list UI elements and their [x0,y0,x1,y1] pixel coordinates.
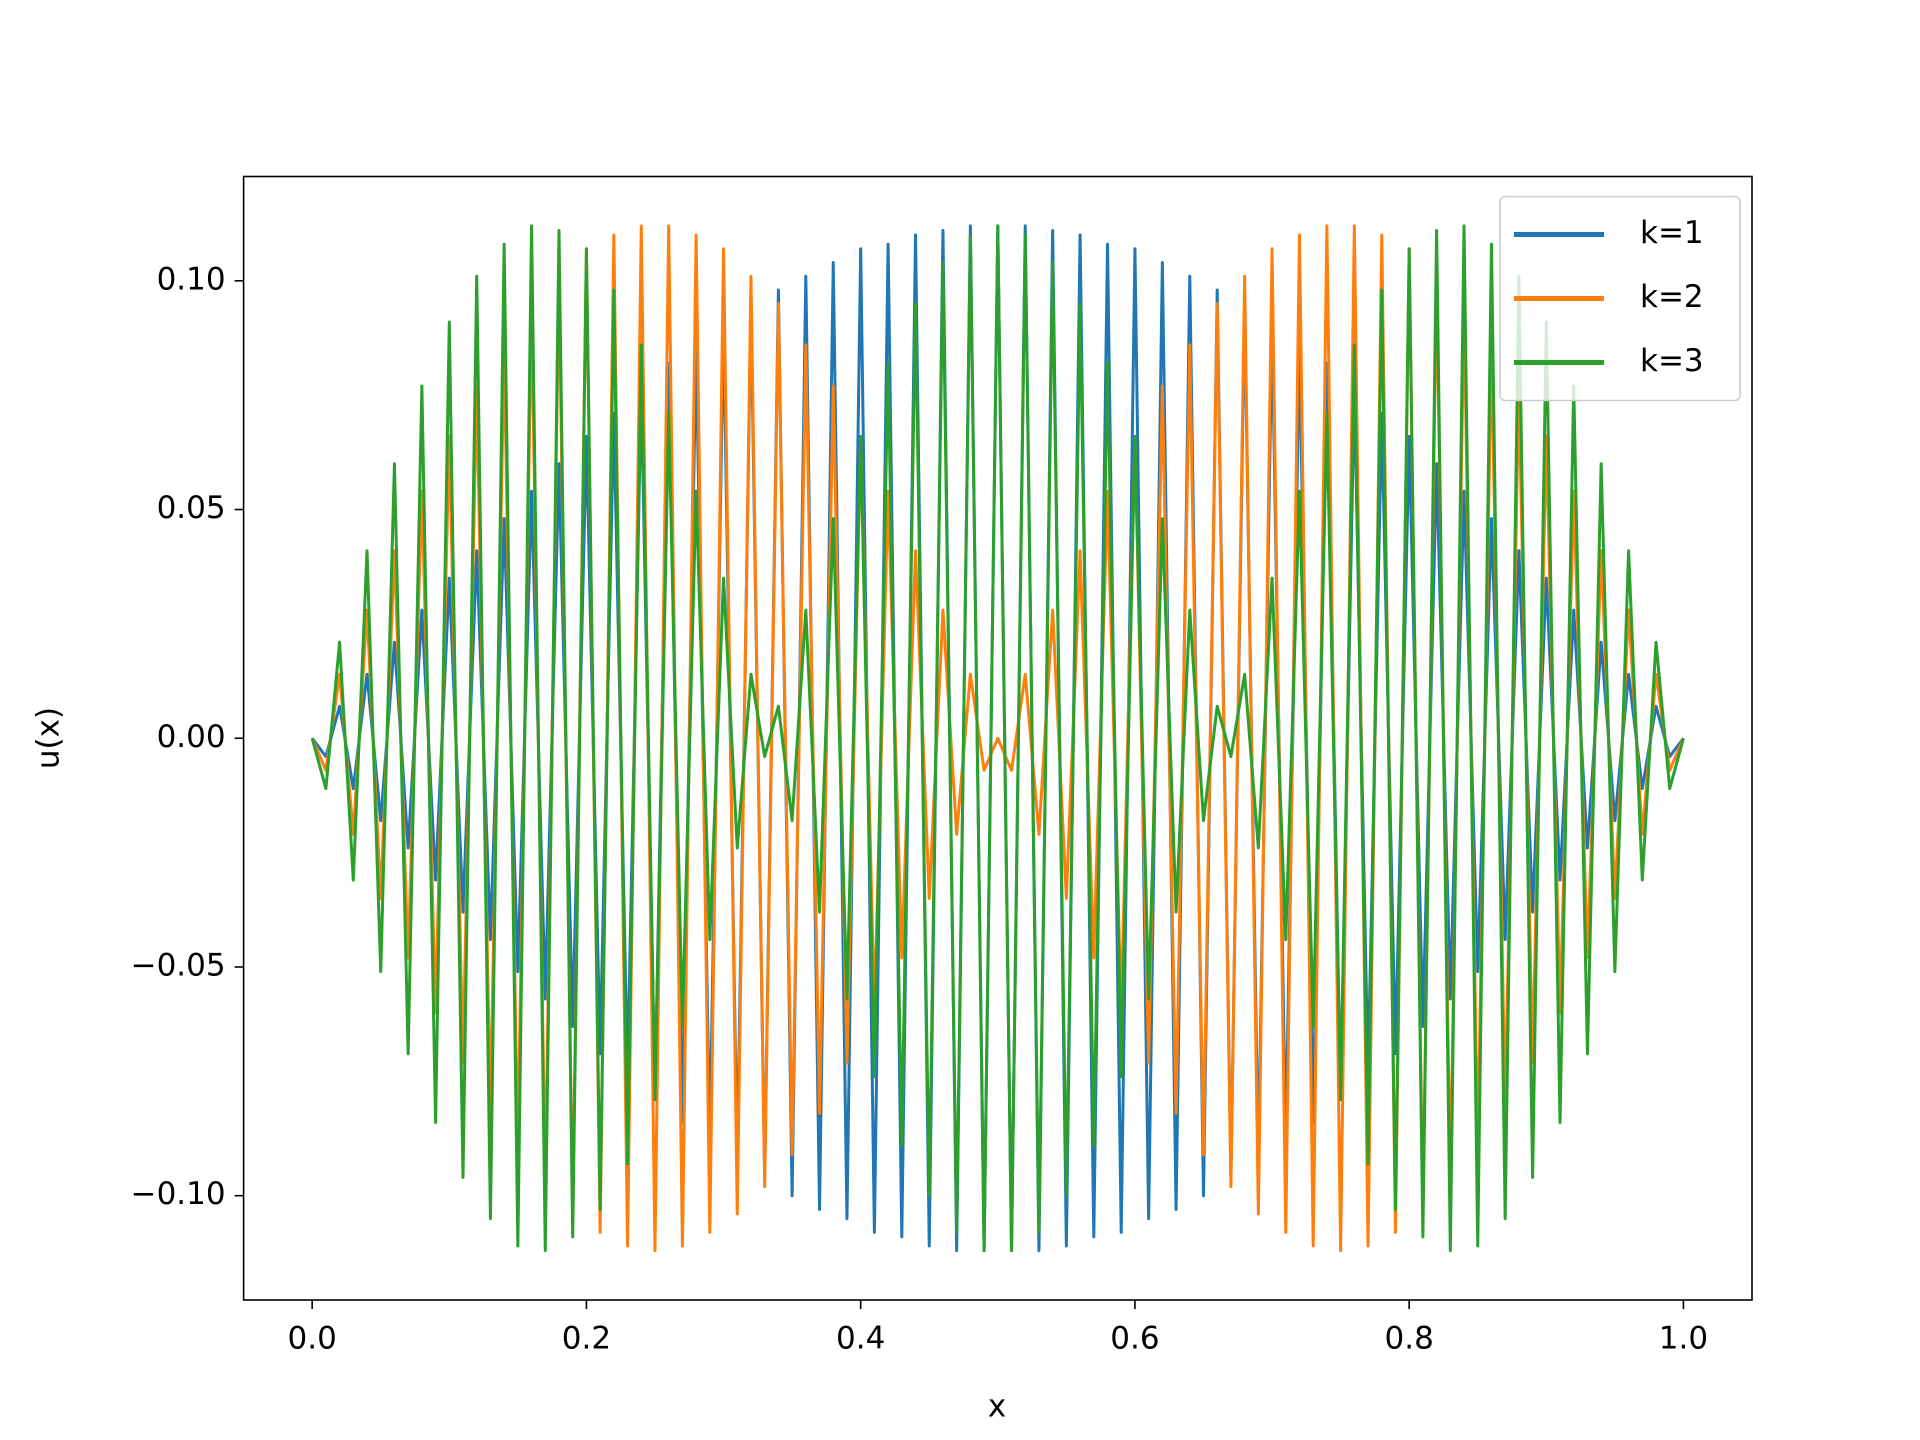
series-line [310,224,1685,1253]
legend-label: k=2 [1640,279,1704,315]
x-axis-label: x [988,1389,1006,1425]
y-tick-label: −0.05 [131,947,226,983]
x-tick-label: 0.4 [836,1321,885,1357]
legend-label: k=3 [1640,343,1704,379]
y-tick-label: 0.00 [157,719,226,755]
x-tick-label: 0.2 [562,1321,611,1357]
y-tick-label: 0.05 [157,490,226,526]
legend-label: k=1 [1640,215,1704,251]
series-line [310,224,1685,1253]
x-tick-label: 0.8 [1385,1321,1434,1357]
x-tick-label: 0.0 [288,1321,337,1357]
y-axis-label: u(x) [31,707,67,769]
legend-box [1499,195,1741,402]
x-tick-label: 1.0 [1659,1321,1708,1357]
x-tick-label: 0.6 [1110,1321,1159,1357]
y-tick-label: −0.10 [131,1176,226,1212]
y-tick-label: 0.10 [157,261,226,297]
